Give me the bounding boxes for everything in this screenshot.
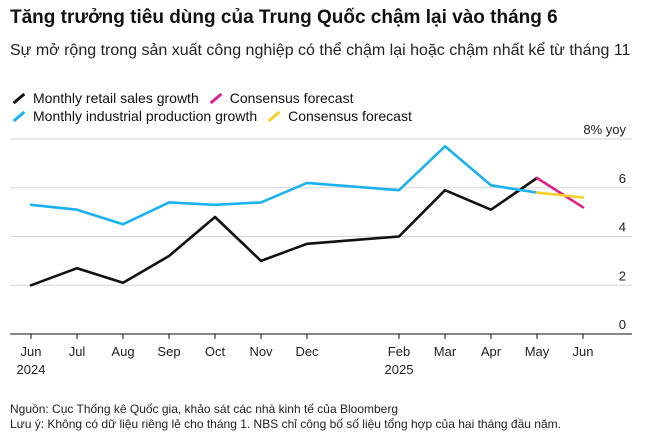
legend-label-retail: Monthly retail sales growth: [33, 90, 199, 106]
legend-label-industrial-consensus: Consensus forecast: [288, 108, 412, 124]
legend-item-retail: Monthly retail sales growth: [12, 90, 199, 106]
x-tick-label-5: Nov: [249, 344, 273, 359]
y-tick-label-4: 4: [619, 220, 626, 235]
x-tick-label-2: Aug: [111, 344, 134, 359]
y-tick-label-0: 0: [619, 317, 626, 332]
legend-item-retail-consensus: Consensus forecast: [209, 90, 354, 106]
y-unit-label: 8% yoy: [583, 122, 626, 137]
series-line-0: [29, 176, 539, 287]
legend-label-retail-consensus: Consensus forecast: [229, 90, 354, 106]
series-line-2: [29, 145, 539, 226]
y-tick-label-2: 2: [619, 268, 626, 283]
x-tick-label-4: Oct: [205, 344, 226, 359]
x-tick-label-10: May: [525, 344, 550, 359]
x-tick-label-3: Sep: [157, 344, 180, 359]
x-tick-label-0: Jun: [21, 344, 42, 359]
legend-item-industrial: Monthly industrial production growth: [12, 108, 257, 124]
series-line-3: [535, 191, 585, 199]
x-tick-label-6: Dec: [295, 344, 319, 359]
y-tick-label-6: 6: [619, 171, 626, 186]
x-tick-label-9: Apr: [481, 344, 502, 359]
legend-row-2: Monthly industrial production growth Con…: [12, 108, 422, 124]
x-tick-label-7: Feb: [388, 344, 410, 359]
legend-label-industrial: Monthly industrial production growth: [33, 108, 258, 124]
year-label-0: 2024: [17, 362, 46, 377]
chart-subtitle: Sự mở rộng trong sản xuất công nghiệp có…: [10, 42, 631, 59]
source-note: Nguồn: Cục Thống kê Quốc gia, khảo sát c…: [10, 402, 399, 416]
x-tick-label-1: Jul: [69, 344, 86, 359]
chart-title: Tăng trưởng tiêu dùng của Trung Quốc chậ…: [10, 7, 558, 28]
x-tick-label-11: Jun: [573, 344, 594, 359]
legend-item-industrial-consensus: Consensus forecast: [267, 108, 412, 124]
footnote: Lưu ý: Không có dữ liệu riêng lẻ cho thá…: [10, 417, 561, 431]
legend-row-1: Monthly retail sales growth Consensus fo…: [12, 90, 363, 106]
year-label-1: 2025: [385, 362, 414, 377]
x-tick-label-8: Mar: [434, 344, 457, 359]
series-line-1: [535, 176, 585, 209]
